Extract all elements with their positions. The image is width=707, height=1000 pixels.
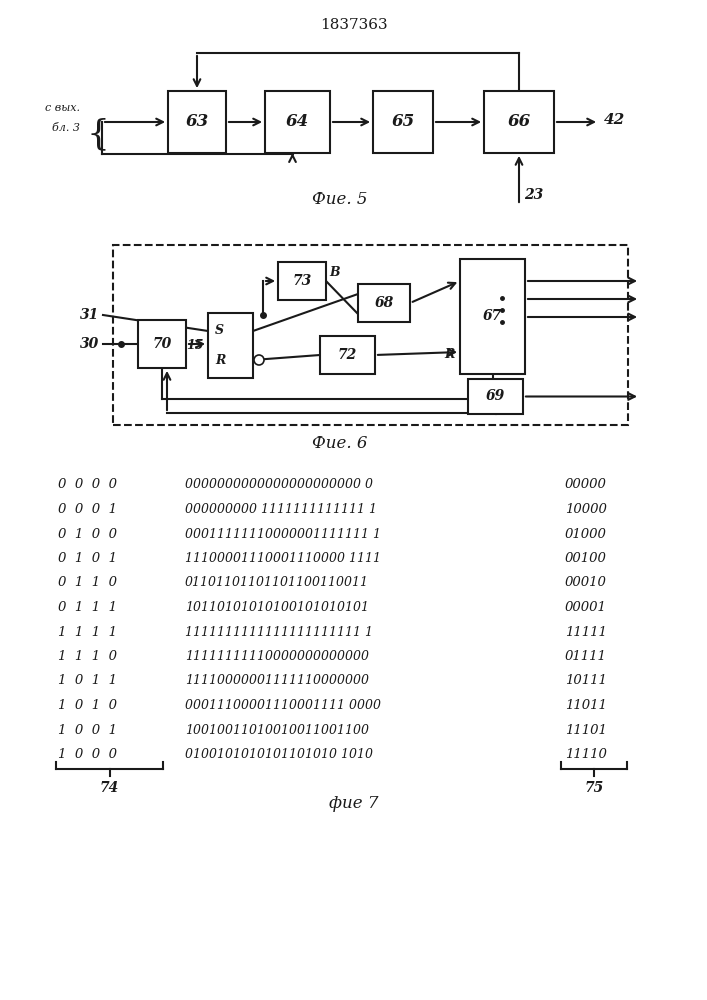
Text: B: B xyxy=(329,266,339,279)
Text: 01101101101101100110011: 01101101101101100110011 xyxy=(185,576,369,589)
Text: 0  1  1  1: 0 1 1 1 xyxy=(58,601,117,614)
Text: 0100101010101101010 1010: 0100101010101101010 1010 xyxy=(185,748,373,761)
Text: 1  1  1  0: 1 1 1 0 xyxy=(58,650,117,663)
Text: 11011: 11011 xyxy=(565,699,607,712)
Text: 10111: 10111 xyxy=(565,674,607,688)
Text: 0000000000000000000000 0: 0000000000000000000000 0 xyxy=(185,479,373,491)
FancyBboxPatch shape xyxy=(278,262,326,300)
Text: 0  0  0  1: 0 0 0 1 xyxy=(58,503,117,516)
Text: 66: 66 xyxy=(508,113,531,130)
Text: 31: 31 xyxy=(80,308,99,322)
FancyBboxPatch shape xyxy=(484,91,554,153)
FancyBboxPatch shape xyxy=(373,91,433,153)
Text: R: R xyxy=(445,348,455,360)
FancyBboxPatch shape xyxy=(320,336,375,374)
Text: S: S xyxy=(215,324,224,338)
Text: 0  0  0  0: 0 0 0 0 xyxy=(58,479,117,491)
Text: 10110101010100101010101: 10110101010100101010101 xyxy=(185,601,369,614)
Text: 67: 67 xyxy=(483,310,502,324)
Text: 00001: 00001 xyxy=(565,601,607,614)
Text: 75: 75 xyxy=(585,780,604,794)
Text: 10000: 10000 xyxy=(565,503,607,516)
Text: с вых.: с вых. xyxy=(45,103,80,113)
Text: 70: 70 xyxy=(153,337,172,351)
Text: 1837363: 1837363 xyxy=(320,18,388,32)
Text: фие 7: фие 7 xyxy=(329,796,379,812)
Text: 11111: 11111 xyxy=(565,626,607,639)
Text: Фие. 5: Фие. 5 xyxy=(312,192,368,209)
Text: 0  1  0  1: 0 1 0 1 xyxy=(58,552,117,565)
Text: 00010: 00010 xyxy=(565,576,607,589)
Text: 1  0  1  0: 1 0 1 0 xyxy=(58,699,117,712)
Text: Фие. 6: Фие. 6 xyxy=(312,436,368,452)
Text: 11101: 11101 xyxy=(565,724,607,736)
Text: 64: 64 xyxy=(286,113,309,130)
Text: 00000: 00000 xyxy=(565,479,607,491)
Text: 0  1  0  0: 0 1 0 0 xyxy=(58,528,117,540)
Text: 15: 15 xyxy=(187,339,204,352)
FancyBboxPatch shape xyxy=(468,379,523,414)
Text: 0  1  1  0: 0 1 1 0 xyxy=(58,576,117,589)
FancyBboxPatch shape xyxy=(358,284,410,322)
Text: 10010011010010011001100: 10010011010010011001100 xyxy=(185,724,369,736)
FancyBboxPatch shape xyxy=(265,91,330,153)
Text: 30: 30 xyxy=(80,337,99,351)
FancyBboxPatch shape xyxy=(168,91,226,153)
Text: 00011111110000001111111 1: 00011111110000001111111 1 xyxy=(185,528,381,540)
Text: 63: 63 xyxy=(185,113,209,130)
Text: 23: 23 xyxy=(524,188,543,202)
Text: 01000: 01000 xyxy=(565,528,607,540)
Text: 42: 42 xyxy=(604,113,625,127)
Text: 11111111110000000000000: 11111111110000000000000 xyxy=(185,650,369,663)
Text: 1  0  0  0: 1 0 0 0 xyxy=(58,748,117,761)
FancyBboxPatch shape xyxy=(460,259,525,374)
Text: 11110000001111110000000: 11110000001111110000000 xyxy=(185,674,369,688)
Text: 72: 72 xyxy=(338,348,357,362)
Circle shape xyxy=(254,355,264,365)
Text: 1  1  1  1: 1 1 1 1 xyxy=(58,626,117,639)
Text: бл. 3: бл. 3 xyxy=(52,123,80,133)
Text: 73: 73 xyxy=(293,274,312,288)
Text: 1  0  1  1: 1 0 1 1 xyxy=(58,674,117,688)
Text: 68: 68 xyxy=(375,296,394,310)
Text: 1111111111111111111111 1: 1111111111111111111111 1 xyxy=(185,626,373,639)
Text: 1  0  0  1: 1 0 0 1 xyxy=(58,724,117,736)
Text: 11110: 11110 xyxy=(565,748,607,761)
Text: 01111: 01111 xyxy=(565,650,607,663)
Text: 00011100001110001111 0000: 00011100001110001111 0000 xyxy=(185,699,381,712)
Text: 00100: 00100 xyxy=(565,552,607,565)
FancyBboxPatch shape xyxy=(208,313,253,378)
FancyBboxPatch shape xyxy=(138,320,186,368)
Text: 69: 69 xyxy=(486,389,505,403)
Text: R: R xyxy=(215,354,226,366)
Text: 000000000 1111111111111 1: 000000000 1111111111111 1 xyxy=(185,503,377,516)
Text: {: { xyxy=(86,117,110,151)
Text: 65: 65 xyxy=(392,113,414,130)
Text: 74: 74 xyxy=(100,780,119,794)
Text: 11100001110001110000 1111: 11100001110001110000 1111 xyxy=(185,552,381,565)
